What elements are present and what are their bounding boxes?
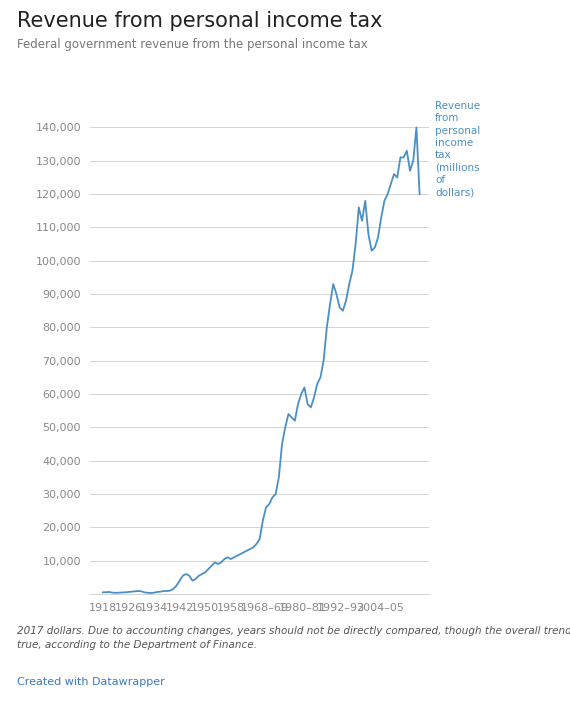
Text: Revenue
from
personal
income
tax
(millions
of
dollars): Revenue from personal income tax (millio…	[435, 101, 480, 197]
Text: Created with Datawrapper: Created with Datawrapper	[17, 677, 165, 687]
Text: 2017 dollars. Due to accounting changes, years should not be directly compared, : 2017 dollars. Due to accounting changes,…	[17, 626, 570, 649]
Text: Revenue from personal income tax: Revenue from personal income tax	[17, 11, 382, 31]
Text: Federal government revenue from the personal income tax: Federal government revenue from the pers…	[17, 38, 368, 51]
